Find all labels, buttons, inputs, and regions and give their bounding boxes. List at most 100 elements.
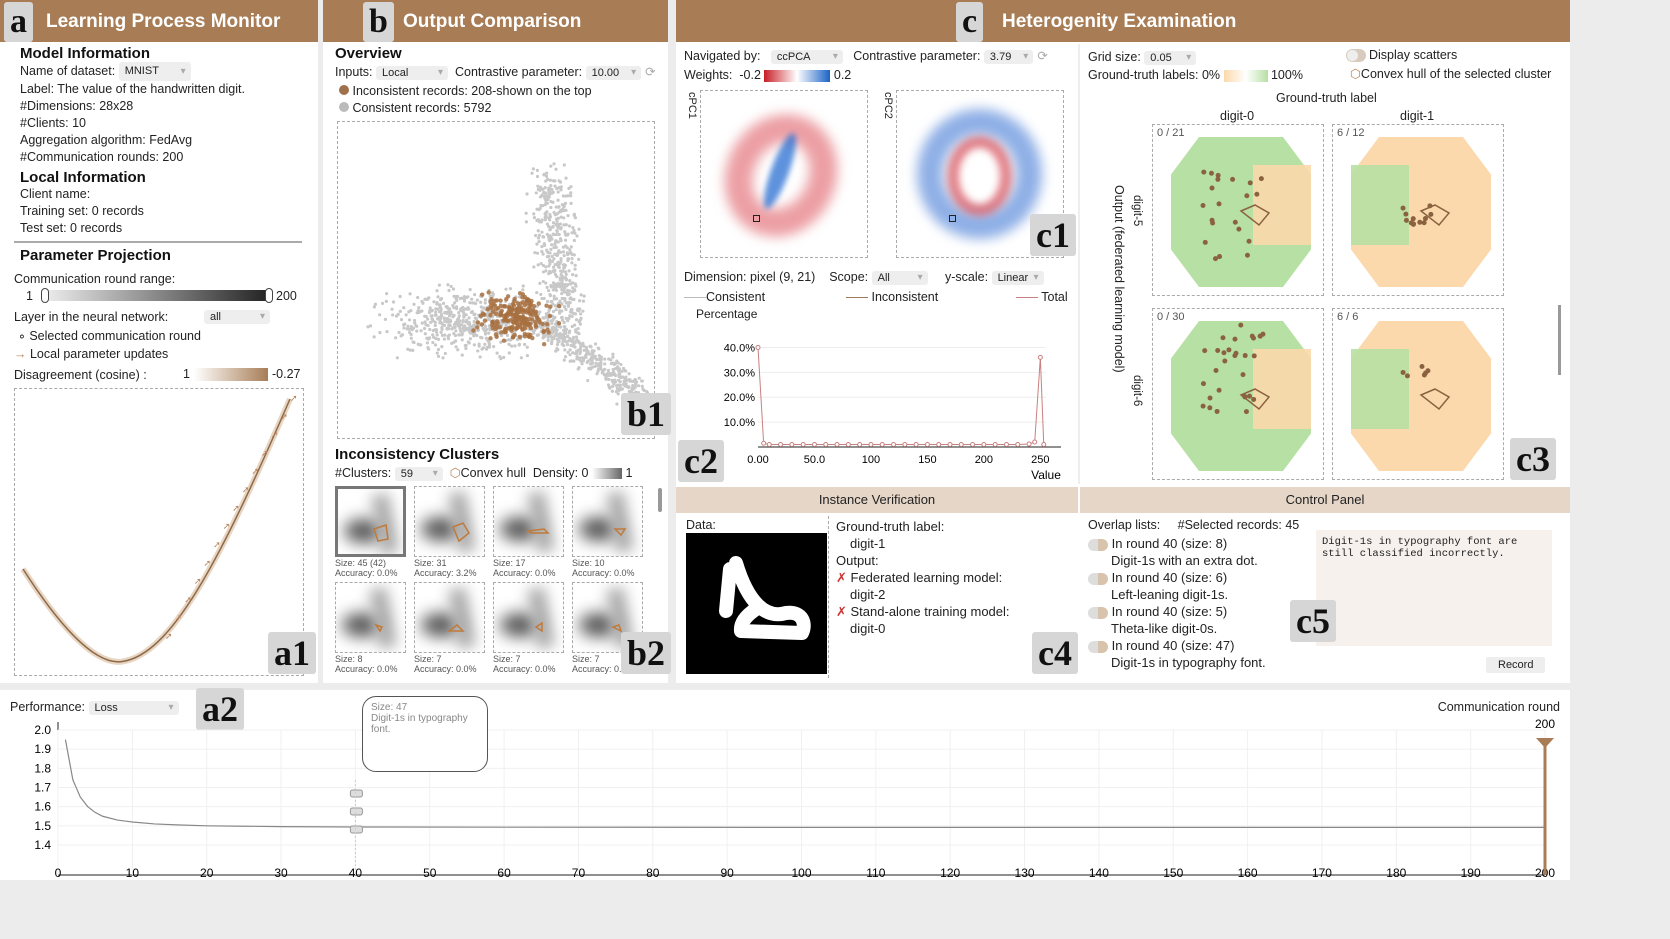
clusters-count-input[interactable]: 59 <box>394 466 443 481</box>
record-button[interactable]: Record <box>1486 657 1546 673</box>
consistent-point <box>531 167 535 171</box>
yscale-select[interactable]: Linear <box>991 270 1044 285</box>
cpc2-heatmap[interactable] <box>896 90 1064 258</box>
cluster-card[interactable]: Size: 7 Accuracy: 0.0% <box>493 582 565 674</box>
consistent-point <box>571 272 575 277</box>
consistent-point <box>552 257 556 261</box>
consistent-point <box>573 351 577 356</box>
consistent-point <box>378 330 382 335</box>
data-point <box>755 344 761 350</box>
consistent-point <box>484 324 488 329</box>
consistent-point <box>543 212 547 216</box>
parameter-projection-view[interactable]: ➚ ➚ ➚ ➚ ➚ ➚ ➚ ➚ ➚ ➚ ➚ ➚ ➚ ➚ <box>14 388 304 676</box>
consistent-point <box>555 187 559 191</box>
consistent-point <box>539 292 543 297</box>
consistent-point <box>416 342 420 346</box>
cluster-card[interactable]: Size: 45 (42) Accuracy: 0.0% <box>335 486 407 578</box>
cluster-card[interactable]: Size: 7 Accuracy: 0.0% <box>414 582 486 674</box>
overlap-list-item[interactable]: In round 40 (size: 8) Digit-1s with an ex… <box>1088 535 1266 569</box>
layer-select[interactable]: all <box>204 309 270 324</box>
consistent-point <box>565 343 570 347</box>
clusters-scrollbar[interactable] <box>658 488 662 512</box>
data-label: Data: <box>686 518 716 532</box>
cluster-marker-icon[interactable] <box>349 825 363 834</box>
consistent-point <box>524 220 528 224</box>
consistent-point <box>411 340 415 344</box>
navigated-select[interactable]: ccPCA <box>770 49 843 64</box>
overlap-list-item[interactable]: In round 40 (size: 6) Left-leaning digit-… <box>1088 569 1266 603</box>
cluster-card[interactable]: Size: 17 Accuracy: 0.0% <box>493 486 565 578</box>
consistent-point <box>460 333 464 337</box>
grid-size-input[interactable]: 0.05 <box>1144 50 1197 65</box>
refresh-icon[interactable]: ⟳ <box>645 65 656 79</box>
cluster-card[interactable]: Size: 31 Accuracy: 3.2% <box>414 486 486 578</box>
confusion-cell[interactable]: 6 / 6 <box>1332 308 1504 480</box>
performance-panel: Performance: Loss a2 Communication round… <box>0 688 1570 880</box>
consistent-point <box>596 364 600 368</box>
consistent-point <box>574 335 579 339</box>
cluster-card[interactable]: Size: 7 Accuracy: 0.0% <box>572 582 644 674</box>
c1-contrastive-input[interactable]: 3.79 <box>983 49 1034 64</box>
consistent-point <box>434 307 438 311</box>
consistent-point <box>556 340 560 344</box>
contrastive-input[interactable]: 10.00 <box>585 65 642 80</box>
note-textarea[interactable]: Digit-1s in typography font are still cl… <box>1316 530 1552 646</box>
inputs-select[interactable]: Local <box>376 65 449 80</box>
consistent-point <box>555 222 559 227</box>
scatter-point <box>1254 191 1260 197</box>
consistent-point <box>605 374 609 378</box>
consistent-point <box>447 307 451 311</box>
scatter-point <box>1200 381 1206 387</box>
inconsistent-point <box>522 303 528 308</box>
display-scatters-toggle[interactable] <box>1346 49 1366 63</box>
range-handle-min[interactable] <box>41 288 49 303</box>
confusion-cell[interactable]: 0 / 21 <box>1152 124 1324 296</box>
consistent-point <box>462 313 466 317</box>
consistent-point <box>545 222 550 226</box>
consistent-point <box>562 216 566 220</box>
consistent-point <box>554 167 558 171</box>
scope-select[interactable]: All <box>871 270 928 285</box>
consistent-point <box>541 252 545 256</box>
range-handle-max[interactable] <box>265 288 273 303</box>
consistent-point <box>478 355 482 359</box>
overlap-label: Overlap lists: <box>1088 518 1161 532</box>
a2-tag: a2 <box>196 688 244 730</box>
loss-chart[interactable]: 1.41.51.61.71.81.92.00 10 20 30 40 50 60 70 80 90… <box>0 690 1570 880</box>
consistent-point <box>612 362 616 367</box>
round-range-slider[interactable] <box>41 288 273 303</box>
overlap-list-item[interactable]: In round 40 (size: 47) Digit-1s in typogr… <box>1088 637 1266 671</box>
dataset-select[interactable]: MNIST <box>118 62 191 81</box>
cluster-marker-icon[interactable] <box>349 807 363 816</box>
overview-scatterplot[interactable] <box>337 121 655 439</box>
local-update-arrow: ➚ <box>280 411 288 421</box>
cpc1-heatmap[interactable] <box>700 90 868 258</box>
inconsistent-point <box>499 330 504 335</box>
overlap-toggle-icon[interactable] <box>1088 572 1108 585</box>
inconsistent-point <box>498 298 503 303</box>
x-tick-label: 200 <box>975 454 993 466</box>
overlap-toggle-icon[interactable] <box>1088 640 1108 653</box>
scatter-point <box>1208 170 1214 176</box>
cluster-marker-icon[interactable] <box>349 789 363 798</box>
consistent-point <box>591 365 595 369</box>
refresh-icon[interactable]: ⟳ <box>1037 49 1048 63</box>
confusion-cell[interactable]: 6 / 12 <box>1332 124 1504 296</box>
consistent-point <box>553 273 558 277</box>
pixel-distribution-chart[interactable]: Percentage 10.0% 20.0% 30.0% 40.0% 0.00 50.0 10… <box>676 305 1076 485</box>
consistent-point <box>550 191 554 195</box>
cluster-card[interactable]: Size: 10 Accuracy: 0.0% <box>572 486 644 578</box>
performance-select[interactable]: Loss <box>88 700 179 715</box>
consistent-point <box>627 372 631 376</box>
overlap-toggle-icon[interactable] <box>1088 538 1108 551</box>
inconsistent-point <box>510 301 516 307</box>
cluster-card[interactable]: Size: 8 Accuracy: 0.0% <box>335 582 407 674</box>
confusion-cell[interactable]: 0 / 30 <box>1152 308 1324 480</box>
overlap-toggle-icon[interactable] <box>1088 606 1108 619</box>
consistent-point <box>456 348 460 352</box>
overlap-list-item[interactable]: In round 40 (size: 5) Theta-like digit-0s… <box>1088 603 1266 637</box>
c3-scrollbar[interactable] <box>1558 305 1561 375</box>
consistent-point <box>535 290 539 295</box>
consistent-point <box>570 257 574 261</box>
consistent-point <box>549 164 553 168</box>
